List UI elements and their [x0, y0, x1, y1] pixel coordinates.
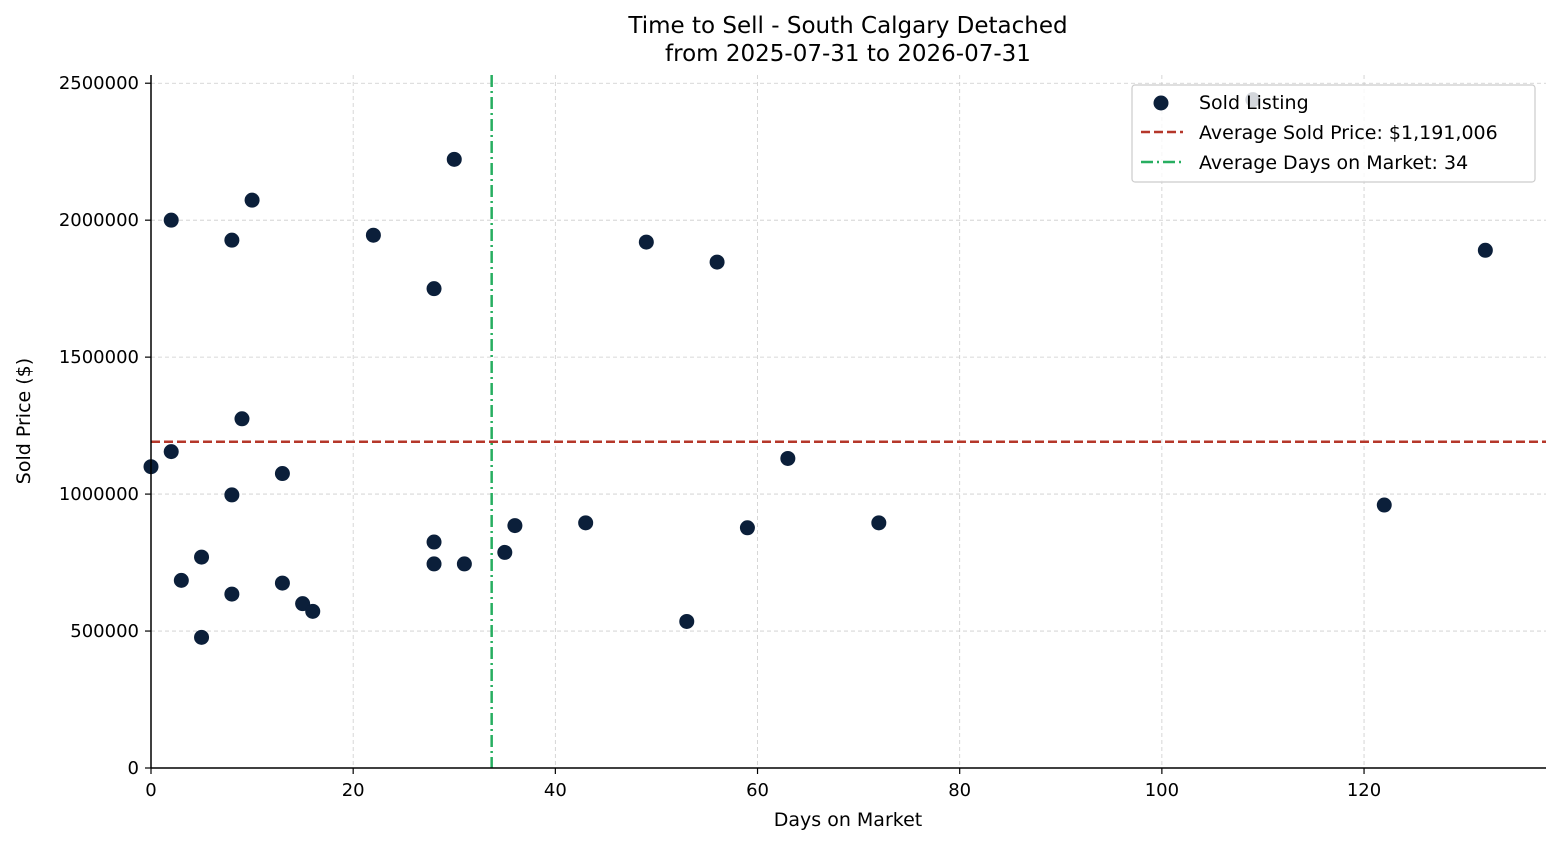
data-point	[274, 466, 290, 482]
data-point	[426, 534, 442, 550]
data-point	[224, 586, 240, 602]
data-point	[234, 411, 250, 427]
legend-label-sold-listing: Sold Listing	[1199, 92, 1309, 114]
data-point	[426, 281, 442, 297]
data-point	[679, 613, 695, 629]
legend-box	[1131, 84, 1536, 183]
x-axis-label: Days on Market	[774, 809, 922, 831]
y-axis-ticks: 0 500000 1000000 1500000 2000000 2500000	[59, 73, 151, 779]
x-tick-label: 120	[1347, 780, 1381, 801]
data-point	[507, 518, 523, 534]
legend-marker-sold-listing	[1153, 95, 1169, 111]
x-tick-label: 20	[342, 780, 365, 801]
data-point	[1477, 242, 1493, 258]
y-tick-label: 1500000	[59, 347, 139, 368]
data-point	[365, 227, 381, 243]
y-tick-label: 2500000	[59, 73, 139, 94]
x-tick-label: 0	[145, 780, 156, 801]
data-point	[780, 450, 796, 466]
legend: Sold Listing Average Sold Price: $1,191,…	[1131, 84, 1536, 183]
y-axis-label: Sold Price ($)	[13, 358, 35, 484]
legend-label-average-price: Average Sold Price: $1,191,006	[1199, 122, 1498, 144]
data-point	[274, 575, 290, 591]
data-point	[163, 212, 179, 228]
data-point	[871, 515, 887, 531]
data-point	[426, 556, 442, 572]
data-point	[709, 254, 725, 270]
x-tick-label: 80	[948, 780, 971, 801]
data-point	[497, 544, 513, 560]
data-point	[446, 151, 462, 167]
y-tick-label: 1000000	[59, 484, 139, 505]
data-point	[305, 603, 321, 619]
data-point	[244, 192, 260, 208]
data-point	[163, 444, 179, 460]
data-point	[1376, 497, 1392, 513]
legend-label-average-days: Average Days on Market: 34	[1199, 152, 1468, 174]
axes	[150, 75, 1546, 769]
x-tick-label: 40	[544, 780, 567, 801]
data-point	[224, 487, 240, 503]
y-tick-label: 2000000	[59, 210, 139, 231]
x-tick-label: 60	[746, 780, 769, 801]
data-point	[194, 629, 210, 645]
data-point	[739, 520, 755, 536]
y-tick-label: 0	[128, 758, 139, 779]
y-tick-label: 500000	[70, 621, 139, 642]
data-point	[224, 232, 240, 248]
chart-subtitle: from 2025-07-31 to 2026-07-31	[665, 41, 1031, 67]
x-axis-ticks: 0 20 40 60 80 100 120	[145, 768, 1381, 801]
reference-lines	[151, 75, 1546, 768]
data-point	[456, 556, 472, 572]
data-point	[578, 515, 594, 531]
data-point	[194, 549, 210, 565]
chart-title: Time to Sell - South Calgary Detached	[627, 13, 1067, 39]
data-point	[638, 234, 654, 250]
x-tick-label: 100	[1145, 780, 1179, 801]
grid-lines	[151, 75, 1546, 768]
data-point	[173, 572, 189, 588]
